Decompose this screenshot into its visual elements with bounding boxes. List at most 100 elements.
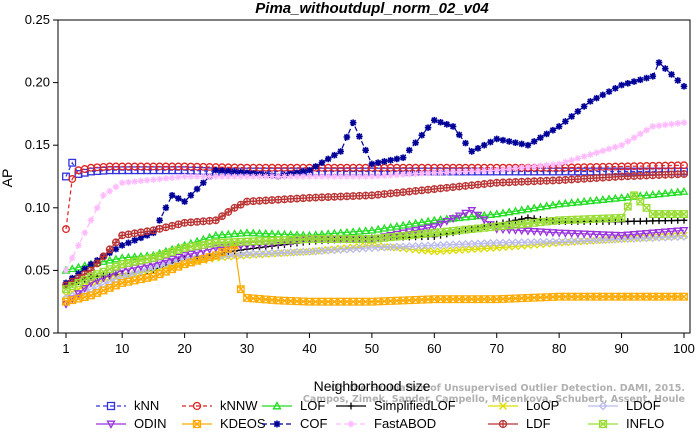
data-point [317,246,327,256]
data-point [660,228,670,237]
data-point [406,146,413,154]
data-point [643,217,650,225]
data-point [149,226,158,235]
data-point [261,228,271,237]
y-tick-label: 0.25 [25,12,50,27]
data-point [430,247,439,256]
data-point [243,173,251,180]
data-point [68,158,77,167]
data-point [143,255,152,264]
data-point [318,173,326,180]
data-point [680,83,688,90]
legend-item-simplifiedlof: SimplifiedLOF [336,398,456,413]
data-point [287,173,295,180]
data-point [392,188,401,197]
data-point [417,225,427,234]
data-point [111,281,120,290]
data-point [449,168,457,176]
data-point [374,172,382,180]
data-point [436,215,445,223]
data-point [467,181,476,190]
data-point [386,189,395,198]
data-point [573,230,583,239]
data-point [305,230,314,239]
data-point [143,232,151,239]
x-tick-label: 1 [62,341,69,356]
data-point [168,191,176,199]
data-point [130,257,139,266]
data-point [286,229,296,238]
data-point [429,223,439,232]
data-point [342,227,352,236]
data-point [186,218,195,227]
data-point [175,195,182,202]
data-point [523,204,533,213]
data-point [467,211,477,220]
data-point [517,205,527,214]
data-point [200,179,207,187]
data-point [236,228,246,237]
data-point [504,226,514,235]
data-point [555,123,563,130]
data-point [136,256,145,265]
data-point [612,143,619,151]
data-point [549,126,557,134]
data-point [630,218,638,225]
watermark: Campos, Zimek, Sander, Campello, Micenko… [303,383,685,405]
data-point [292,247,302,257]
legend-label: LOF [300,398,325,413]
data-point [136,266,146,276]
data-point [587,98,594,105]
data-point [380,190,389,198]
data-point [387,172,394,179]
data-point [629,234,639,243]
data-point [143,227,152,236]
data-point [448,215,458,224]
data-point [149,253,158,262]
data-point [411,227,420,235]
data-point [673,232,682,242]
data-point [487,138,494,146]
data-point [318,159,326,167]
data-point [187,173,195,180]
data-point [199,254,208,263]
data-point [461,182,470,190]
data-point [673,187,683,196]
data-point [362,146,369,154]
data-point [654,233,664,242]
data-point [443,247,451,255]
data-point [193,256,202,265]
data-point [211,216,220,225]
data-point [436,184,445,193]
data-point [112,245,120,253]
data-point [274,248,283,258]
data-point [474,245,482,253]
data-point [398,220,408,229]
data-point [474,180,482,189]
data-point [186,242,195,251]
data-point [568,113,575,120]
data-point [256,173,263,180]
data-point [379,223,389,232]
plot-series [61,59,689,309]
data-point [105,283,114,292]
data-point [136,275,145,284]
legend-item-knn: kNN [96,398,159,413]
legend-label: KDEOS [220,416,266,431]
data-point [667,228,676,236]
data-point [343,173,351,180]
data-point [243,169,251,177]
x-tick-label: 100 [673,341,695,356]
data-point [347,420,355,428]
data-point [175,173,182,181]
data-point [611,235,620,244]
data-point [487,167,494,174]
x-tick-label: 60 [427,341,441,356]
data-point [524,141,532,149]
data-point [567,198,577,207]
data-point [299,173,307,180]
data-point [449,183,457,192]
data-point [454,212,464,221]
data-point [642,233,651,243]
data-point [605,88,613,95]
